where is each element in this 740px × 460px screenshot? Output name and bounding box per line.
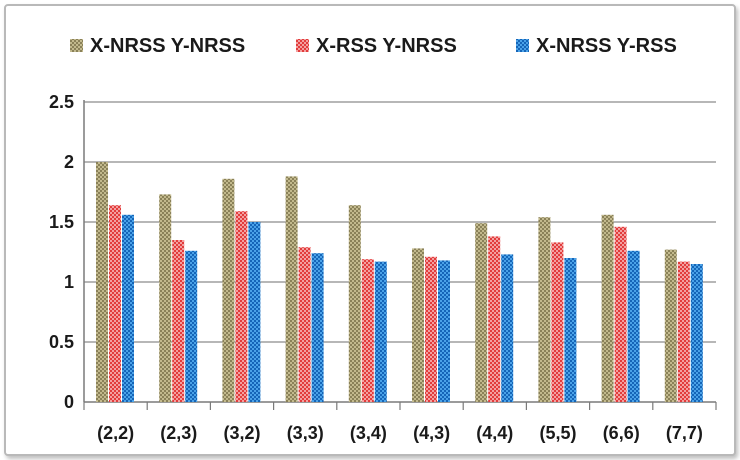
- legend-label: X-NRSS Y-NRSS: [90, 35, 245, 57]
- x-tick-label: (6,6): [603, 423, 640, 443]
- bar: [235, 211, 248, 402]
- bar: [109, 205, 121, 402]
- x-tick-label: (3,4): [350, 423, 387, 443]
- y-tick-label: 0.5: [49, 332, 74, 352]
- bar: [538, 217, 551, 402]
- y-tick-label: 0: [64, 392, 74, 412]
- bar: [475, 223, 488, 402]
- bar: [501, 254, 514, 402]
- bar: [677, 261, 690, 402]
- bar: [311, 253, 324, 402]
- x-tick-label: (7,7): [666, 423, 703, 443]
- bar: [564, 258, 577, 402]
- bar: [374, 261, 387, 402]
- bar: [96, 162, 108, 402]
- bar: [601, 214, 614, 402]
- bar: [159, 194, 172, 402]
- y-tick-label: 2: [64, 152, 74, 172]
- x-tick-label: (4,4): [476, 423, 513, 443]
- bar: [551, 242, 564, 402]
- bar: [298, 247, 311, 402]
- bar: [488, 236, 501, 402]
- x-tick-label: (3,3): [287, 423, 324, 443]
- legend: X-NRSS Y-NRSS X-RSS Y-NRSS X-NRSS Y-RSS: [70, 35, 677, 57]
- bar: [425, 256, 437, 402]
- bar: [361, 259, 374, 402]
- bar: [122, 214, 134, 402]
- x-tick-label: (5,5): [539, 423, 576, 443]
- legend-swatch: [70, 39, 83, 52]
- bar: [285, 176, 298, 402]
- bar: [185, 250, 198, 402]
- x-tick-label: (2,2): [97, 423, 134, 443]
- y-tick-label: 2.5: [49, 92, 74, 112]
- y-tick-label: 1.5: [49, 212, 74, 232]
- legend-label: X-RSS Y-NRSS: [316, 35, 457, 57]
- bar: [248, 222, 261, 402]
- bar: [348, 205, 361, 402]
- bar: [438, 260, 450, 402]
- legend-swatch: [296, 39, 309, 52]
- bar: [614, 226, 627, 402]
- bar: [664, 249, 677, 402]
- legend-swatch: [516, 39, 529, 52]
- x-tick-label: (2,3): [160, 423, 197, 443]
- bar: [690, 264, 703, 402]
- bar: [222, 178, 235, 402]
- bars: [96, 162, 703, 402]
- bar: [627, 250, 640, 402]
- bar: [172, 240, 185, 402]
- legend-label: X-NRSS Y-RSS: [536, 35, 677, 57]
- x-tick-label: (4,3): [413, 423, 450, 443]
- y-tick-labels: 0 0.5 1 1.5 2 2.5: [49, 92, 74, 412]
- x-tick-labels: (2,2) (2,3) (3,2) (3,3) (3,4) (4,3) (4,4) (5,5)…: [97, 423, 703, 443]
- y-tick-label: 1: [64, 272, 74, 292]
- bar: [412, 248, 424, 402]
- x-tick-label: (3,2): [223, 423, 260, 443]
